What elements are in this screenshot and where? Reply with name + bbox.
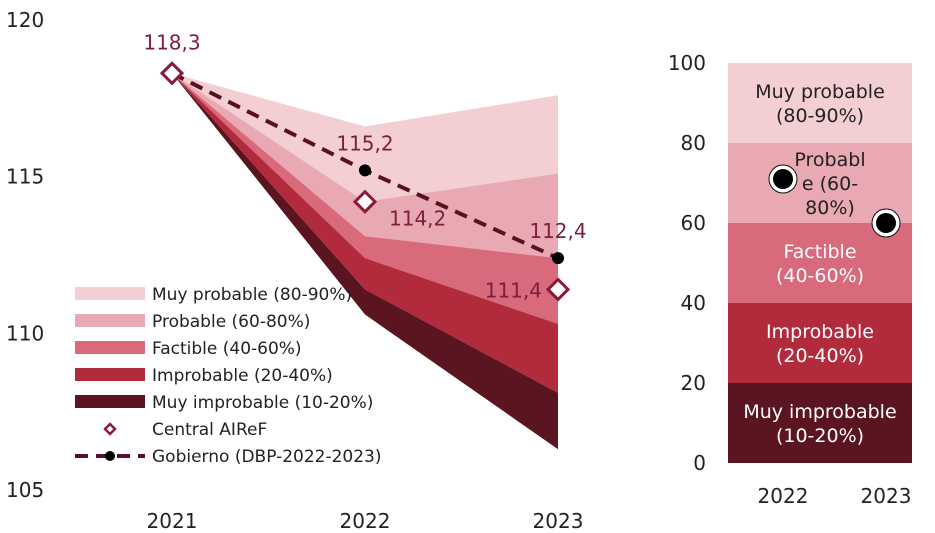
probability-bar-chart: Muy improbable (10-20%) Improbable (20-40%)… — [668, 51, 912, 508]
y-tick-label: 20 — [681, 371, 706, 395]
y-tick-label: 80 — [681, 131, 706, 155]
legend-swatch — [75, 287, 145, 300]
fan-chart: 115,2 112,4 118,3 114,2 111,4 105 110 115 120 2… — [6, 8, 587, 533]
legend-label: Gobierno (DBP-2022-2023) — [152, 447, 382, 467]
y-tick-label: 120 — [6, 8, 44, 32]
y-tick-label: 110 — [6, 321, 44, 345]
central-value-label: 111,4 — [485, 278, 542, 302]
probability-point-core — [773, 169, 793, 189]
legend-swatch — [75, 314, 145, 327]
legend-central-marker — [103, 422, 117, 436]
fan-band-4 — [172, 73, 558, 450]
probability-band-0 — [728, 383, 912, 463]
probability-point-core — [876, 213, 896, 233]
legend-label: Probable (60-80%) — [152, 312, 310, 332]
band-label: Probabl e (60-80%) — [794, 149, 865, 219]
x-tick-label: 2023 — [861, 484, 912, 508]
y-tick-label: 0 — [693, 451, 706, 475]
x-tick-label: 2023 — [533, 509, 584, 533]
central-point — [545, 277, 571, 302]
government-value-label: 112,4 — [529, 219, 586, 243]
legend-label: Improbable (20-40%) — [152, 366, 333, 386]
central-value-label: 114,2 — [389, 207, 446, 231]
x-tick-label: 2021 — [147, 509, 198, 533]
legend-label: Central AIReF — [152, 420, 267, 440]
y-tick-label: 115 — [6, 165, 44, 189]
band-label: Muy probable (80-90%) — [755, 81, 885, 127]
y-tick-label: 100 — [668, 51, 706, 75]
legend-label: Muy probable (80-90%) — [152, 285, 352, 305]
y-tick-label: 40 — [681, 291, 706, 315]
fan-band-3 — [172, 73, 558, 393]
band-label: Factible (40-60%) — [776, 241, 864, 287]
government-point — [359, 164, 371, 177]
central-value-label: 118,3 — [143, 30, 200, 54]
fan-band-2 — [172, 73, 558, 324]
government-point — [552, 252, 564, 265]
legend-label: Factible (40-60%) — [152, 339, 302, 359]
government-value-label: 115,2 — [336, 131, 393, 155]
legend-government-point — [105, 451, 115, 461]
probability-band-4 — [728, 63, 912, 143]
legend-label: Muy improbable (10-20%) — [152, 393, 373, 413]
x-tick-label: 2022 — [758, 484, 809, 508]
y-tick-label: 105 — [6, 478, 44, 502]
y-tick-label: 60 — [681, 211, 706, 235]
legend-swatch — [75, 395, 145, 408]
fan-band-1 — [172, 73, 558, 259]
central-point — [352, 189, 378, 214]
legend-swatch — [75, 341, 145, 354]
legend-swatch — [75, 368, 145, 381]
band-label: Muy improbable (10-20%) — [743, 401, 896, 447]
fan-band-0 — [172, 73, 558, 202]
probability-band-1 — [728, 303, 912, 383]
x-tick-label: 2022 — [340, 509, 391, 533]
band-label: Improbable (20-40%) — [766, 321, 874, 367]
central-point — [159, 61, 185, 86]
